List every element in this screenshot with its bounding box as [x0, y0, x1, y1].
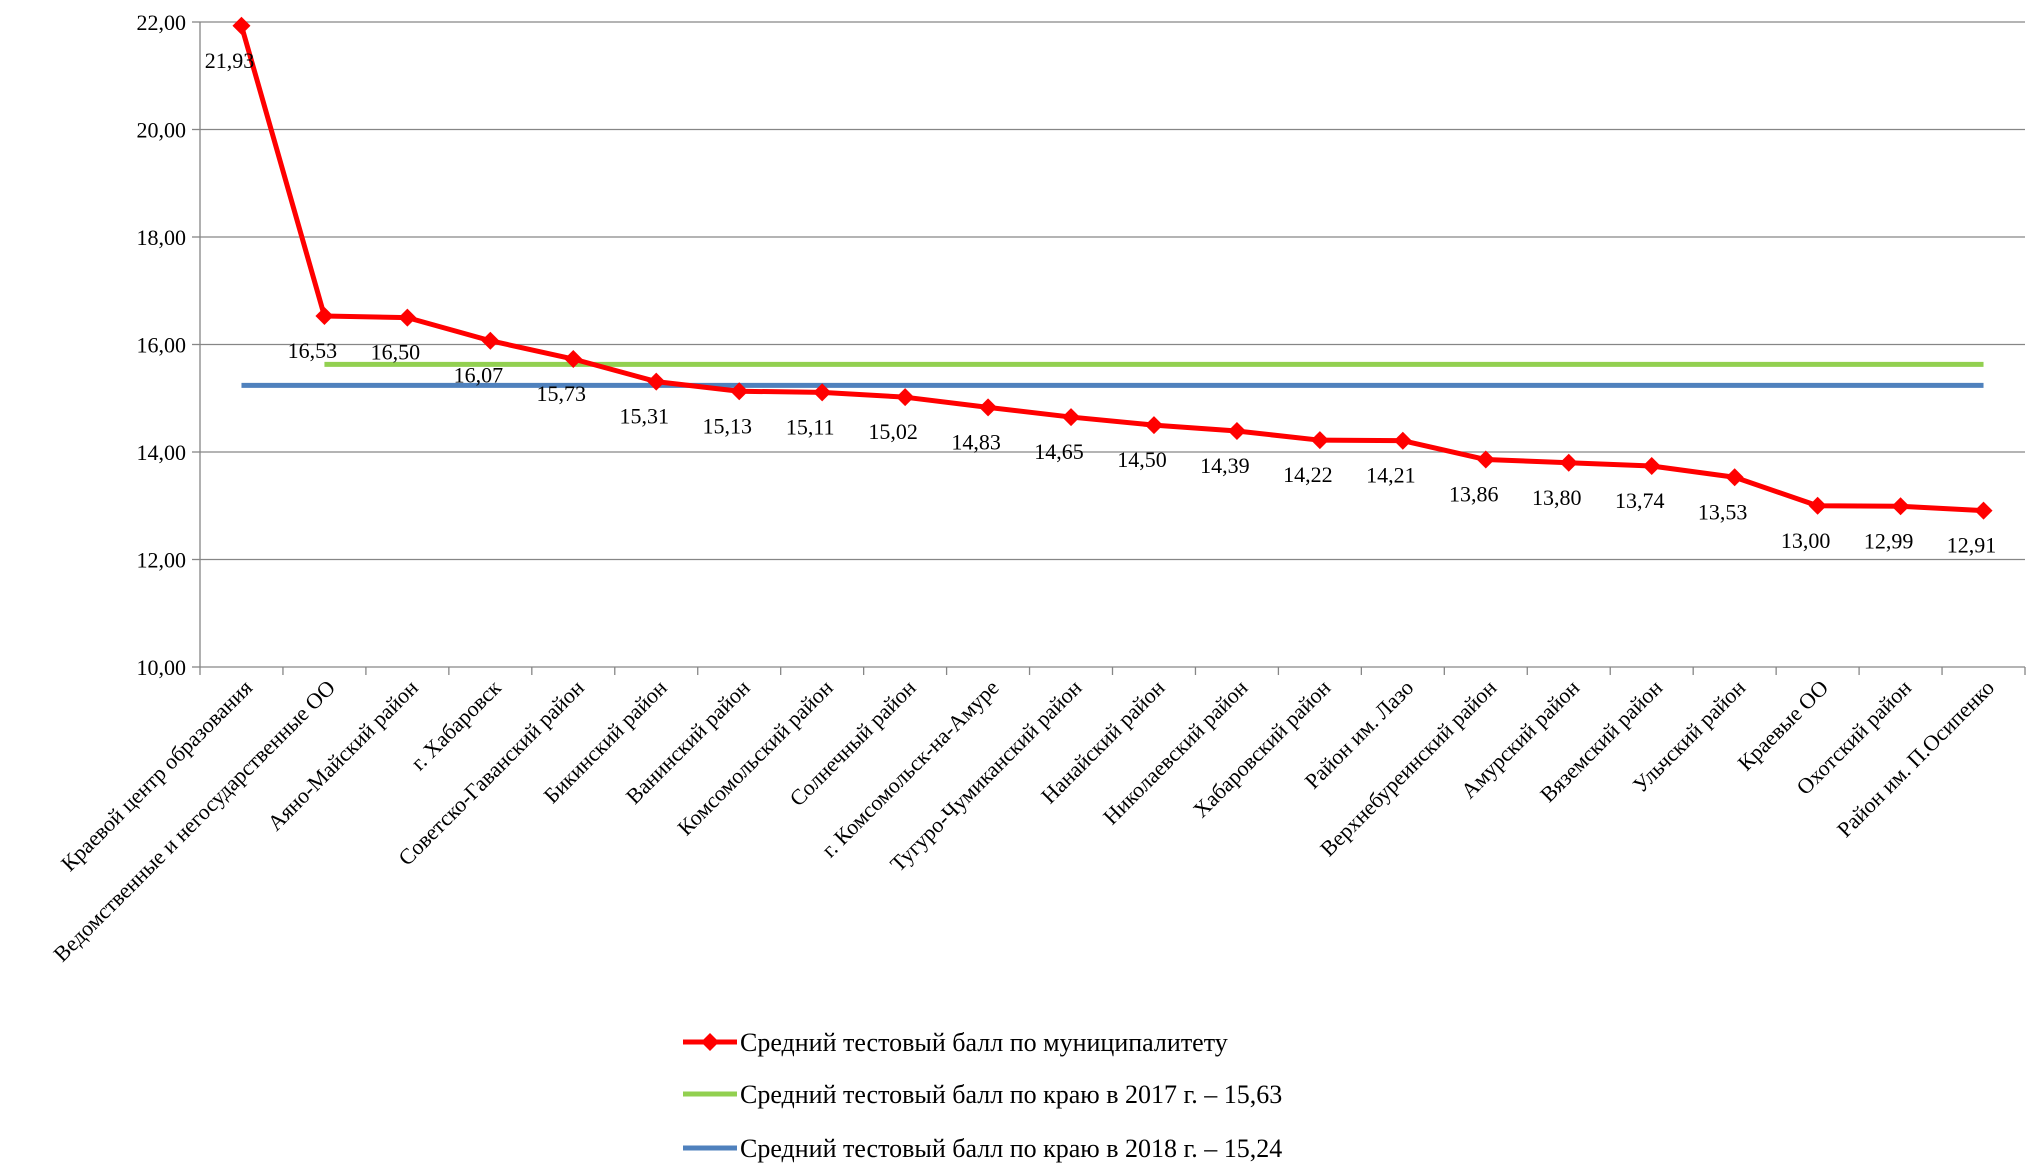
x-category-label: Николаевский район [1098, 675, 1253, 830]
data-point-marker [1974, 501, 1993, 520]
x-category-label: Аяно-Майский район [262, 675, 423, 836]
data-label: 14,21 [1366, 463, 1416, 488]
data-label: 16,50 [371, 340, 421, 365]
data-point-marker [1393, 431, 1412, 450]
data-label: 14,65 [1034, 439, 1084, 464]
y-tick-label: 16,00 [137, 333, 187, 358]
data-label: 13,53 [1698, 499, 1748, 524]
y-tick-label: 12,00 [137, 548, 187, 573]
data-point-marker [1310, 431, 1329, 450]
data-point-marker [1476, 450, 1495, 469]
y-tick-label: 14,00 [137, 440, 187, 465]
data-label: 15,13 [702, 413, 752, 438]
legend-label: Средний тестовый балл по краю в 2017 г. … [740, 1080, 1282, 1109]
x-category-label: Хабаровский район [1188, 675, 1336, 823]
data-label: 16,07 [454, 363, 504, 388]
data-point-marker [398, 308, 417, 327]
x-category-label: Ведомственные и негосударственные ОО [48, 675, 340, 967]
data-labels: 21,93 16,53 16,50 16,07 15,73 15,31 15,13 15,11… [205, 48, 1997, 558]
data-point-marker [647, 372, 666, 391]
y-tick-label: 22,00 [137, 10, 187, 35]
data-label: 21,93 [205, 48, 255, 73]
data-label: 13,86 [1449, 482, 1499, 507]
data-label: 13,00 [1781, 528, 1831, 553]
data-label: 14,50 [1117, 447, 1167, 472]
data-label: 15,11 [786, 414, 835, 439]
data-label: 16,53 [288, 338, 338, 363]
data-point-marker [481, 331, 500, 350]
data-label: 12,99 [1864, 528, 1914, 553]
y-axis-ticks: 10,00 12,00 14,00 16,00 18,00 20,00 22,00 [137, 10, 187, 680]
data-label: 13,80 [1532, 485, 1582, 510]
data-point-marker [1062, 408, 1081, 427]
legend-label: Средний тестовый балл по муниципалитету [740, 1028, 1228, 1057]
data-label: 12,91 [1947, 533, 1997, 558]
data-label: 14,83 [951, 429, 1001, 454]
data-point-marker [564, 350, 583, 369]
data-point-marker [1808, 496, 1827, 515]
data-point-marker [896, 388, 915, 407]
data-label: 14,22 [1283, 462, 1333, 487]
y-tick-label: 10,00 [137, 655, 187, 680]
data-point-marker [1559, 453, 1578, 472]
legend-swatch-marker [701, 1033, 719, 1051]
data-point-marker [232, 16, 251, 35]
data-label: 15,73 [537, 381, 587, 406]
data-point-marker [979, 398, 998, 417]
data-label: 15,02 [868, 419, 918, 444]
data-label: 15,31 [620, 404, 670, 429]
axes [192, 21, 2026, 675]
legend-label: Средний тестовый балл по краю в 2018 г. … [740, 1134, 1282, 1163]
series-municipal-line [239, 25, 1984, 514]
series-group [232, 16, 1993, 520]
x-category-label: Комсомольский район [672, 675, 838, 841]
data-point-marker [730, 382, 749, 401]
data-point-marker [1891, 497, 1910, 516]
x-category-label: Район им. П.Осипенко [1832, 675, 1999, 842]
y-tick-label: 20,00 [137, 118, 187, 143]
data-point-marker [1725, 468, 1744, 487]
data-point-marker [813, 383, 832, 402]
legend: Средний тестовый балл по муниципалитету С… [683, 1028, 1282, 1163]
data-point-marker [315, 307, 334, 326]
y-tick-label: 18,00 [137, 225, 187, 250]
data-point-marker [1227, 422, 1246, 441]
data-point-marker [1642, 456, 1661, 475]
data-label: 13,74 [1615, 488, 1665, 513]
data-point-marker [1144, 416, 1163, 435]
data-label: 14,39 [1200, 453, 1250, 478]
gridlines [200, 21, 2025, 561]
